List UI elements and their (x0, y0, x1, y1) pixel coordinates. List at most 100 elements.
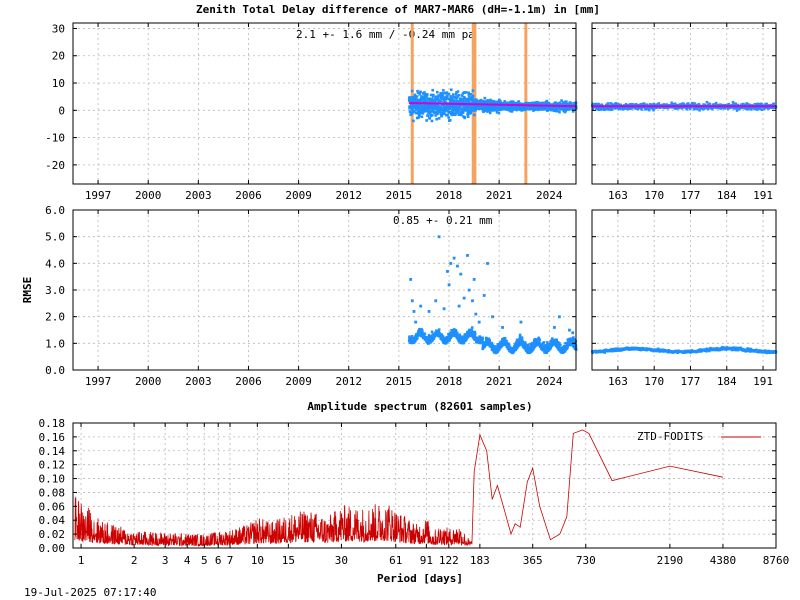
rmse-data-point (490, 341, 494, 345)
ztd-data-point (424, 106, 428, 110)
ztd-data-point (442, 101, 445, 104)
rmse-data-point (531, 341, 534, 345)
rmse-data-point (484, 343, 487, 347)
ztd-zoom-data-point (599, 107, 603, 111)
ztd-ytick-label: 20 (52, 50, 65, 63)
ztd-data-point (419, 99, 423, 102)
ztd-data-point (460, 111, 463, 114)
ztd-data-point (436, 111, 440, 115)
ztd-data-point (431, 88, 434, 92)
rmse-data-point (408, 335, 411, 339)
ztd-data-point (412, 119, 415, 123)
rmse-data-point (450, 328, 453, 332)
rmse-data-point (524, 342, 527, 346)
ztd-data-point (431, 95, 435, 98)
ztd-data-point (544, 108, 547, 111)
ztd-zoom-data-point (712, 106, 715, 110)
ztd-data-point (471, 96, 474, 100)
ztd-data-point (409, 113, 413, 117)
ztd-data-point (418, 93, 422, 96)
rmse-zoom-xtick-label: 163 (608, 375, 628, 388)
rmse-outlier-point (457, 304, 461, 308)
ztd-data-point (426, 100, 429, 103)
ztd-data-point (476, 107, 479, 111)
ztd-data-point (430, 119, 434, 123)
rmse-data-point (572, 336, 575, 339)
ztd-data-point (468, 97, 471, 101)
ztd-data-point (467, 100, 470, 104)
ztd-xtick-label: 2021 (486, 189, 513, 202)
rmse-data-point (463, 335, 466, 339)
ztd-data-point (573, 101, 576, 105)
rmse-outlier-point (477, 320, 481, 324)
ztd-ytick-label: 30 (52, 22, 65, 35)
ztd-zoom-data-point (645, 103, 649, 106)
ztd-zoom-data-point (697, 102, 701, 106)
ztd-data-point (441, 94, 445, 98)
ztd-data-point (421, 100, 424, 103)
spectrum-xtick-label: 4 (184, 554, 191, 567)
ztd-zoom-xtick-label: 170 (644, 189, 664, 202)
rmse-data-point (508, 346, 512, 349)
spectrum-xtick-label: 3 (162, 554, 169, 567)
ztd-data-point (432, 107, 435, 111)
ztd-data-point (439, 92, 442, 95)
rmse-data-point (521, 340, 524, 344)
ztd-data-point (437, 105, 441, 108)
ztd-zoom-xtick-label: 191 (753, 189, 773, 202)
ztd-data-point (428, 117, 431, 120)
rmse-data-point (454, 329, 458, 333)
ztd-data-point (442, 89, 445, 92)
rmse-data-point (441, 335, 445, 339)
ztd-zoom-data-point (692, 107, 696, 111)
rmse-data-point (537, 336, 541, 340)
rmse-outlier-point (474, 312, 478, 316)
ztd-data-point (427, 111, 430, 115)
ztd-zoom-data-point (605, 103, 608, 107)
ztd-data-point (503, 100, 506, 103)
spectrum-ytick-label: 0.12 (39, 459, 66, 472)
ztd-zoom-data-point (610, 102, 613, 106)
ztd-data-point (411, 107, 414, 111)
ztd-zoom-data-point (652, 108, 655, 112)
ztd-data-point (474, 108, 477, 112)
ztd-data-point (457, 93, 461, 97)
ztd-zoom-data-point (657, 102, 661, 105)
spectrum-xtick-label: 1 (78, 554, 85, 567)
ztd-data-point (418, 114, 421, 118)
ztd-data-point (454, 112, 457, 116)
ztd-zoom-data-point (642, 102, 646, 105)
ztd-zoom-data-point (645, 107, 648, 110)
ztd-data-point (466, 106, 470, 109)
ztd-zoom-data-point (688, 107, 692, 111)
ztd-zoom-data-point (680, 107, 684, 110)
spectrum-ytick-label: 0.02 (39, 528, 66, 541)
rmse-outlier-point (409, 278, 413, 281)
rmse-data-point (418, 327, 421, 331)
rmse-outlier-point (449, 262, 453, 265)
rmse-outlier-point (452, 256, 456, 260)
ztd-zoom-data-point (617, 103, 620, 106)
ztd-zoom-data-point (772, 102, 776, 105)
spectrum-xtick-label: 10 (251, 554, 264, 567)
ztd-data-point (456, 94, 459, 98)
ztd-zoom-xtick-label: 184 (717, 189, 737, 202)
ztd-data-point (453, 95, 457, 99)
ztd-data-point (567, 108, 570, 111)
rmse-data-point (493, 344, 496, 348)
rmse-data-point (542, 341, 546, 344)
ztd-data-point (429, 93, 433, 97)
ztd-data-point (443, 91, 447, 95)
rmse-outlier-point (471, 299, 474, 303)
tick-labels-layer: -20 -10 0 10 20 30 1997 2000 2003 2006 2009 2012 201… (39, 22, 790, 567)
ztd-data-point (537, 101, 540, 105)
ztd-zoom-data-point (727, 102, 730, 106)
rmse-xtick-label: 2009 (285, 375, 312, 388)
ztd-data-point (446, 94, 449, 98)
rmse-data-point (423, 332, 427, 336)
rmse-data-point (433, 334, 437, 338)
ztd-zoom-data-point (618, 107, 622, 111)
ztd-data-point (445, 91, 449, 94)
ztd-data-point (461, 100, 465, 104)
rmse-outlier-point (486, 262, 489, 265)
